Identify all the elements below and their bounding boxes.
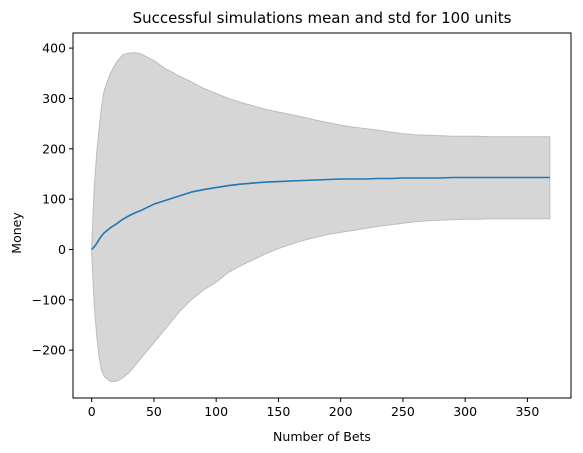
- y-tick-label: −100: [32, 292, 66, 307]
- x-tick-label: 50: [146, 404, 162, 419]
- y-tick-label: 100: [42, 192, 66, 207]
- x-tick-label: 150: [266, 404, 290, 419]
- y-tick-label: −200: [32, 343, 66, 358]
- y-tick-label: 200: [42, 141, 66, 156]
- y-tick-label: 300: [42, 91, 66, 106]
- std-band: [91, 52, 551, 382]
- y-tick-label: 400: [42, 41, 66, 56]
- x-tick-label: 250: [391, 404, 415, 419]
- axes-frame: [72, 32, 572, 399]
- x-axis: 0 50 100 150 200 250 300 350: [88, 398, 539, 419]
- mean-line: [91, 176, 550, 251]
- y-axis-label: Money: [9, 212, 24, 254]
- x-axis-label: Number of Bets: [273, 429, 371, 444]
- plot-area: [91, 52, 551, 382]
- x-tick-label: 300: [453, 404, 477, 419]
- y-axis: −200 −100 0 100 200 300 400: [32, 41, 73, 358]
- chart-title: Successful simulations mean and std for …: [133, 9, 512, 27]
- y-tick-label: 0: [58, 242, 66, 257]
- x-tick-label: 0: [88, 404, 96, 419]
- x-tick-label: 100: [204, 404, 228, 419]
- x-tick-label: 200: [329, 404, 353, 419]
- x-tick-label: 350: [515, 404, 539, 419]
